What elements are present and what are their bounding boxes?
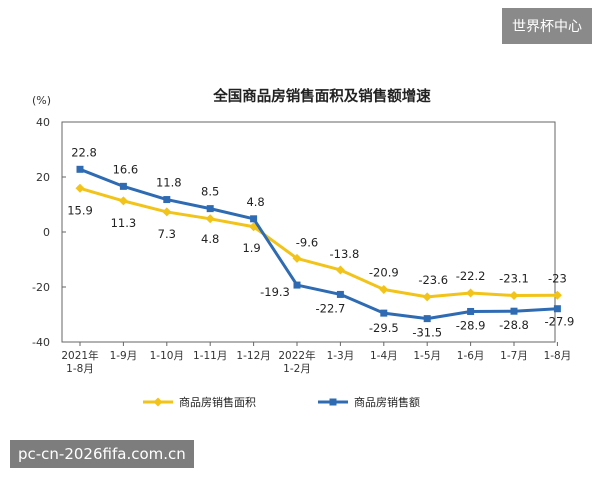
data-label: 4.8 [246,195,264,209]
legend-label: 商品房销售额 [354,395,420,409]
data-label: -22.7 [316,301,346,315]
data-label: -29.5 [369,321,399,335]
data-point [379,284,389,294]
y-tick-label: 40 [36,116,50,129]
x-tick-label: 1-3月 [327,350,355,362]
y-tick-label: -40 [32,336,50,349]
watermark-top: 世界杯中心 [502,8,592,44]
data-label: 22.8 [71,145,97,159]
x-tick-label: 1-11月 [193,350,227,362]
data-label: 11.3 [111,216,137,230]
x-tick-label: 1-9月 [110,350,138,362]
y-tick-label: -20 [32,281,50,294]
series-line [79,186,558,299]
data-point [163,196,171,204]
legend-swatch-marker [329,398,337,406]
data-point [380,309,388,317]
x-tick-label: 1-10月 [150,350,184,362]
data-label: -9.6 [296,235,318,249]
data-point [206,205,214,213]
data-label: -19.3 [260,285,290,299]
data-label: 7.3 [158,227,176,241]
data-label: -20.9 [369,265,399,279]
data-point [118,196,128,206]
data-point [75,183,85,193]
data-label: -23 [548,271,567,285]
data-label: -23.1 [499,272,529,286]
data-point [292,253,302,263]
data-point [553,305,561,313]
data-label: -22.2 [456,269,486,283]
data-label: 15.9 [67,203,93,217]
data-point [336,290,344,298]
data-point [422,292,432,302]
data-label: -28.9 [456,318,486,332]
plot-frame [61,121,556,343]
x-tick-label: 1-8月 [66,363,94,375]
y-tick-label: 0 [43,226,50,239]
data-label: -13.8 [330,247,360,261]
data-point [119,182,127,190]
data-label: 11.8 [156,176,182,190]
data-point [335,265,345,275]
x-tick-label: 1-4月 [370,350,398,362]
data-point [466,288,476,298]
series-layer: 15.9 11.3 7.3 4.8 1.9 -9.6 -13.8 -20.9 -23.6 -22.… [67,145,574,339]
x-tick-label: 2022年 [278,349,315,362]
series-line [79,167,558,321]
data-label: -31.5 [412,326,442,340]
data-label: -27.9 [545,315,575,329]
x-tick-label: 1-2月 [283,363,311,375]
x-tick-label: 1-5月 [413,350,441,362]
data-label: 4.8 [201,232,219,246]
x-tick-label: 1-12月 [236,350,270,362]
data-point [250,215,258,223]
legend: 商品房销售面积 商品房销售额 [143,395,420,409]
legend-label: 商品房销售面积 [179,395,256,409]
data-label: -23.6 [418,273,448,287]
watermark-bottom: pc-cn-2026fifa.com.cn [10,440,194,468]
data-point [423,315,431,323]
data-label: 8.5 [201,185,219,199]
x-tick-label: 2021年 [61,349,98,362]
y-axis-unit: (%) [32,94,51,107]
data-point [509,291,519,301]
data-point [293,281,301,289]
chart-title: 全国商品房销售面积及销售额增速 [212,87,431,105]
x-tick-label: 1-6月 [457,350,485,362]
data-point [552,290,562,300]
y-axis: 40 20 0 -20 -40 [32,116,66,349]
x-tick-label: 1-8月 [544,350,572,362]
data-label: 16.6 [113,162,139,176]
data-point [205,214,215,224]
data-label: 1.9 [242,241,260,255]
data-label: -28.8 [499,318,529,332]
x-tick-label: 1-7月 [500,350,528,362]
legend-swatch-marker [153,397,163,407]
data-point [467,307,475,315]
data-point [76,165,84,173]
data-point [510,307,518,315]
data-point [162,207,172,217]
y-tick-label: 20 [36,171,50,184]
